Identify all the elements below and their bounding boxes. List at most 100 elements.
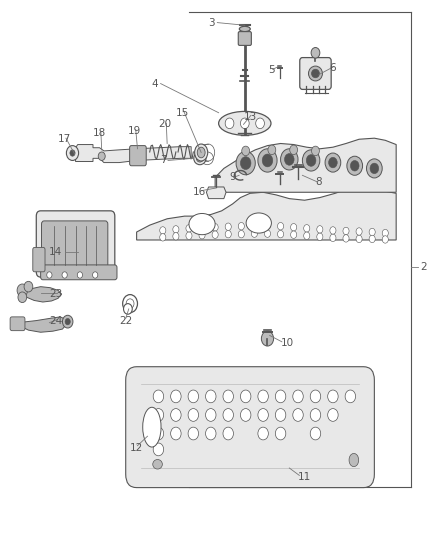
Circle shape — [153, 390, 163, 403]
Circle shape — [257, 390, 268, 403]
Circle shape — [170, 390, 181, 403]
Circle shape — [238, 230, 244, 238]
Ellipse shape — [188, 214, 215, 235]
Circle shape — [280, 149, 297, 170]
FancyBboxPatch shape — [10, 317, 25, 330]
Circle shape — [381, 236, 388, 243]
Text: 8: 8 — [315, 176, 321, 187]
Circle shape — [185, 224, 191, 232]
Ellipse shape — [197, 147, 205, 158]
FancyBboxPatch shape — [125, 367, 374, 488]
Circle shape — [223, 390, 233, 403]
Circle shape — [24, 281, 33, 292]
Polygon shape — [206, 187, 226, 199]
Circle shape — [187, 427, 198, 440]
Circle shape — [198, 224, 205, 231]
Circle shape — [311, 146, 319, 156]
Circle shape — [98, 152, 105, 160]
Circle shape — [292, 390, 303, 403]
Circle shape — [159, 227, 166, 234]
FancyBboxPatch shape — [36, 211, 115, 277]
Circle shape — [153, 409, 163, 421]
Circle shape — [355, 228, 361, 235]
Text: 3: 3 — [208, 18, 215, 28]
Circle shape — [327, 409, 337, 421]
Circle shape — [369, 163, 378, 174]
Text: 16: 16 — [193, 187, 206, 197]
Circle shape — [122, 295, 137, 313]
Polygon shape — [20, 317, 66, 332]
Circle shape — [310, 409, 320, 421]
Text: 4: 4 — [152, 78, 158, 88]
Circle shape — [205, 390, 215, 403]
Circle shape — [223, 427, 233, 440]
Circle shape — [350, 160, 358, 171]
Text: 17: 17 — [58, 134, 71, 144]
Circle shape — [47, 272, 52, 278]
Circle shape — [212, 231, 218, 238]
Circle shape — [225, 118, 233, 128]
Circle shape — [173, 232, 179, 240]
Circle shape — [257, 427, 268, 440]
Text: 11: 11 — [297, 472, 311, 482]
Circle shape — [267, 145, 275, 155]
Circle shape — [303, 224, 309, 232]
Ellipse shape — [348, 454, 358, 467]
Circle shape — [62, 272, 67, 278]
Circle shape — [316, 233, 322, 240]
Polygon shape — [20, 287, 61, 302]
Circle shape — [275, 427, 285, 440]
Circle shape — [92, 272, 98, 278]
Text: 14: 14 — [49, 247, 62, 257]
Circle shape — [240, 157, 251, 169]
Circle shape — [261, 154, 272, 167]
Circle shape — [236, 151, 254, 175]
Circle shape — [62, 316, 73, 328]
FancyBboxPatch shape — [33, 247, 45, 272]
Circle shape — [381, 229, 388, 237]
Circle shape — [66, 146, 78, 160]
Ellipse shape — [193, 152, 205, 165]
Circle shape — [329, 227, 335, 234]
Circle shape — [344, 390, 355, 403]
Circle shape — [251, 230, 257, 237]
Text: 15: 15 — [175, 108, 189, 118]
Text: 18: 18 — [93, 128, 106, 138]
Circle shape — [316, 225, 322, 233]
Circle shape — [18, 292, 27, 303]
Circle shape — [153, 427, 163, 440]
Circle shape — [289, 145, 297, 155]
Text: 7: 7 — [160, 156, 167, 165]
Circle shape — [310, 390, 320, 403]
Circle shape — [346, 156, 362, 175]
Circle shape — [159, 233, 166, 241]
Circle shape — [205, 409, 215, 421]
Circle shape — [306, 155, 315, 166]
Circle shape — [303, 232, 309, 239]
Text: 24: 24 — [49, 316, 62, 326]
Circle shape — [311, 47, 319, 58]
Ellipse shape — [196, 155, 203, 162]
Circle shape — [329, 234, 335, 241]
Polygon shape — [136, 185, 395, 240]
Text: 19: 19 — [127, 126, 141, 136]
FancyBboxPatch shape — [129, 146, 146, 166]
Circle shape — [187, 390, 198, 403]
Circle shape — [205, 427, 215, 440]
Circle shape — [170, 427, 181, 440]
Circle shape — [355, 235, 361, 243]
Circle shape — [198, 231, 205, 239]
Circle shape — [238, 222, 244, 230]
Circle shape — [251, 222, 257, 229]
Circle shape — [240, 409, 251, 421]
Circle shape — [170, 409, 181, 421]
Circle shape — [264, 230, 270, 237]
Circle shape — [185, 232, 191, 239]
Ellipse shape — [246, 213, 271, 233]
Circle shape — [223, 409, 233, 421]
Circle shape — [225, 230, 231, 238]
Circle shape — [292, 409, 303, 421]
Ellipse shape — [311, 69, 319, 78]
Circle shape — [366, 159, 381, 178]
Text: 5: 5 — [268, 66, 275, 75]
